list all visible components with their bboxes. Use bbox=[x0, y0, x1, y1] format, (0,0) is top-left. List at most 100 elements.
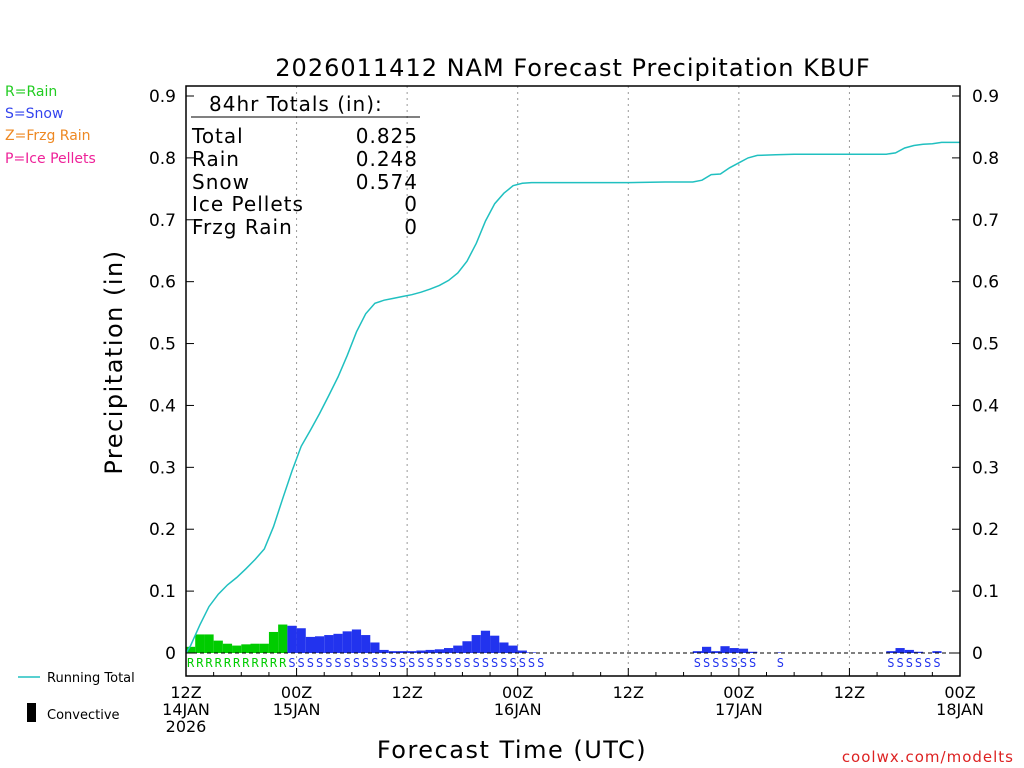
y-tick-label-right: 0 bbox=[972, 644, 983, 664]
totals-label-snow: Snow bbox=[192, 170, 250, 194]
totals-value-snow: 0.574 bbox=[356, 170, 418, 194]
x-tick-label: 18JAN bbox=[936, 700, 984, 719]
ptype-letter: S bbox=[933, 656, 940, 670]
ptype-letter: R bbox=[251, 656, 259, 670]
totals-label-total: Total bbox=[191, 124, 244, 148]
ptype-letter: R bbox=[270, 656, 278, 670]
y-axis-left: 0 0.1 0.2 0.3 0.4 0.5 0.6 0.7 0.8 0.9 bbox=[149, 87, 194, 664]
x-tick-label: 00Z bbox=[281, 683, 312, 702]
ptype-letter: S bbox=[519, 656, 526, 670]
totals-label-rain: Rain bbox=[192, 147, 240, 171]
ptype-legend-ice-pellets: P=Ice Pellets bbox=[5, 151, 96, 167]
ptype-letter: S bbox=[362, 656, 369, 670]
snow-bar bbox=[729, 648, 739, 653]
ptype-letter: S bbox=[924, 656, 931, 670]
rain-bar bbox=[186, 646, 196, 653]
ptype-letter: S bbox=[537, 656, 544, 670]
snow-bar bbox=[738, 648, 749, 653]
ptype-letter: S bbox=[887, 656, 894, 670]
ptype-letter: S bbox=[749, 656, 756, 670]
snow-bar bbox=[444, 648, 454, 653]
credit-text: coolwx.com/modelts bbox=[842, 748, 1014, 766]
ptype-legend-snow: S=Snow bbox=[5, 106, 63, 122]
x-tick-label: 00Z bbox=[723, 683, 754, 702]
ptype-legend-rain: R=Rain bbox=[5, 84, 57, 100]
y-axis-title: Precipitation (in) bbox=[100, 249, 128, 474]
ptype-letter: S bbox=[288, 656, 295, 670]
snow-bar bbox=[517, 650, 527, 653]
ptype-letter: S bbox=[712, 656, 719, 670]
ptype-legend: R=Rain S=Snow Z=Frzg Rain P=Ice Pellets bbox=[5, 84, 96, 167]
ptype-letter: R bbox=[261, 656, 269, 670]
ptype-letter: S bbox=[399, 656, 406, 670]
snow-bar bbox=[434, 649, 444, 653]
snow-bar bbox=[720, 646, 730, 653]
totals-label-ice-pellets: Ice Pellets bbox=[192, 192, 304, 216]
x-axis-title: Forecast Time (UTC) bbox=[377, 736, 647, 764]
running-total-legend-label: Running Total bbox=[47, 671, 135, 686]
totals-value-frzg-rain: 0 bbox=[404, 215, 418, 239]
snow-bar bbox=[351, 629, 362, 653]
ptype-letter: S bbox=[915, 656, 922, 670]
totals-header: 84hr Totals (in): bbox=[209, 92, 383, 116]
ptype-letter: S bbox=[390, 656, 397, 670]
y-tick-label-left: 0.1 bbox=[149, 582, 176, 602]
ptype-letter: S bbox=[445, 656, 452, 670]
x-tick-label: 2026 bbox=[166, 717, 207, 736]
rain-bar bbox=[195, 634, 205, 653]
ptype-letter: S bbox=[721, 656, 728, 670]
x-tick-label: 00Z bbox=[502, 683, 533, 702]
ptype-letter: S bbox=[307, 656, 314, 670]
y-tick-label-left: 0.6 bbox=[149, 273, 176, 293]
line-legend: Running Total Convective bbox=[18, 671, 135, 723]
snow-bar bbox=[361, 635, 371, 653]
ptype-letter: S bbox=[473, 656, 480, 670]
convective-legend-label: Convective bbox=[47, 708, 120, 723]
y-tick-label-left: 0.9 bbox=[149, 87, 176, 107]
rain-bar bbox=[278, 624, 288, 653]
ptype-letter: S bbox=[454, 656, 461, 670]
y-tick-label-right: 0.2 bbox=[972, 520, 999, 540]
ptype-letter: S bbox=[353, 656, 360, 670]
snow-bar bbox=[397, 651, 408, 653]
ptype-letter: S bbox=[703, 656, 710, 670]
snow-bar bbox=[296, 628, 306, 653]
y-tick-label-right: 0.3 bbox=[972, 458, 999, 478]
rain-bar bbox=[222, 643, 233, 653]
x-tick-label: 15JAN bbox=[273, 700, 321, 719]
ptype-letter: S bbox=[482, 656, 489, 670]
snow-bar bbox=[904, 649, 914, 653]
ptype-letter: S bbox=[436, 656, 443, 670]
y-tick-label-left: 0.4 bbox=[149, 396, 176, 416]
ptype-letter: R bbox=[224, 656, 232, 670]
y-tick-label-right: 0.1 bbox=[972, 582, 999, 602]
ptype-letter: S bbox=[500, 656, 507, 670]
rain-bar bbox=[268, 631, 279, 653]
ptype-letter: S bbox=[316, 656, 323, 670]
totals-value-rain: 0.248 bbox=[356, 147, 418, 171]
y-tick-label-left: 0.8 bbox=[149, 149, 176, 169]
snow-bar bbox=[453, 645, 463, 653]
y-tick-label-right: 0.8 bbox=[972, 149, 999, 169]
snow-bar bbox=[775, 652, 785, 653]
x-tick-label: 17JAN bbox=[715, 700, 763, 719]
totals-value-ice-pellets: 0 bbox=[404, 192, 418, 216]
snow-bar bbox=[324, 635, 334, 653]
ptype-letter: S bbox=[777, 656, 784, 670]
rain-bar bbox=[213, 640, 223, 653]
totals-value-total: 0.825 bbox=[356, 124, 418, 148]
ptype-letter: S bbox=[417, 656, 424, 670]
ptype-letter: S bbox=[740, 656, 747, 670]
snow-bar bbox=[462, 641, 472, 653]
snow-bar bbox=[886, 651, 896, 653]
y-tick-label-right: 0.5 bbox=[972, 335, 999, 355]
x-tick-label: 14JAN bbox=[162, 700, 210, 719]
snow-bar bbox=[333, 633, 343, 653]
snow-bar bbox=[480, 630, 491, 653]
ptype-letter: S bbox=[334, 656, 341, 670]
y-tick-label-left: 0 bbox=[165, 644, 176, 664]
ptype-letter: R bbox=[187, 656, 195, 670]
ptype-letter: S bbox=[694, 656, 701, 670]
